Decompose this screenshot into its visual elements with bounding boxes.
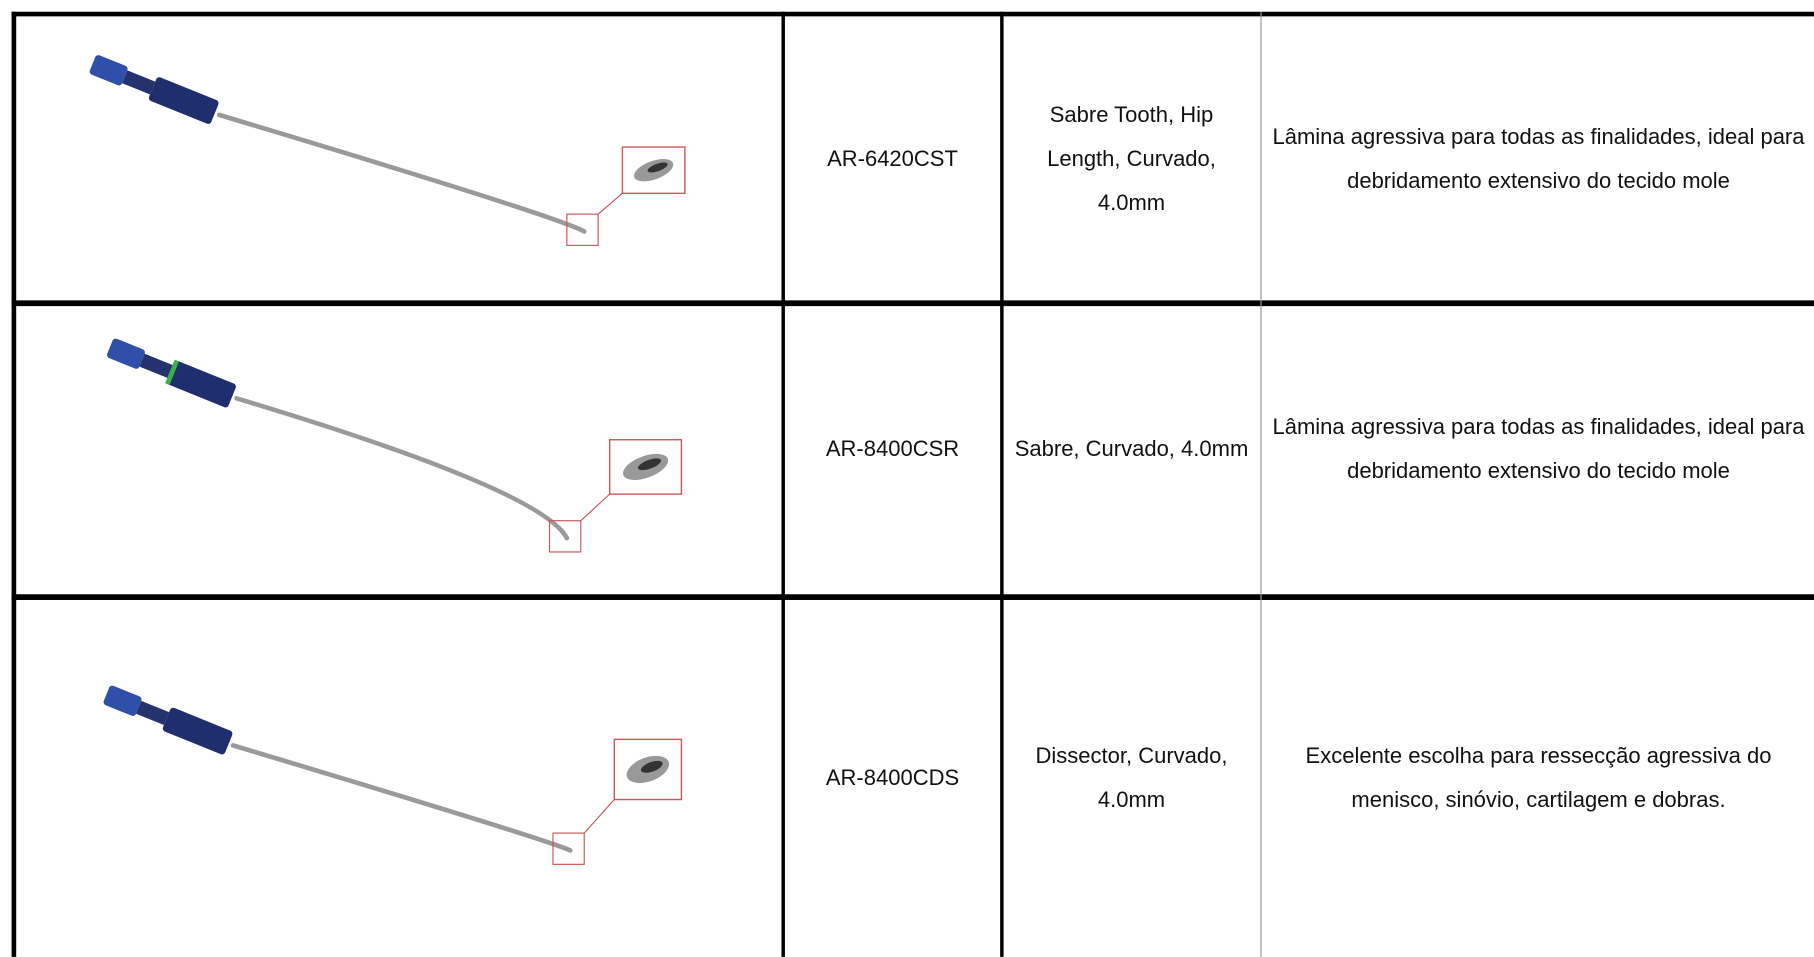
zoom-connector xyxy=(583,799,615,834)
shaft xyxy=(216,112,587,234)
code-cell: AR-8400CSR xyxy=(825,435,960,461)
name-cell: Sabre Tooth, Hip Length, Curvado, 4.0mm xyxy=(1047,101,1216,215)
zoom-connector xyxy=(580,493,611,522)
description-cell: Lâmina agressiva para todas as finalidad… xyxy=(1272,123,1805,193)
zoom-box xyxy=(552,832,585,865)
handle-body xyxy=(148,77,219,124)
inset-box xyxy=(608,439,683,495)
zoom-connector xyxy=(597,192,623,215)
handle-body xyxy=(166,360,236,408)
name-cell: Sabre, Curvado, 4.0mm xyxy=(1014,435,1249,461)
zoom-box xyxy=(566,213,599,246)
handle xyxy=(103,685,233,755)
handle-cap xyxy=(89,55,128,86)
code-cell: AR-6420CST xyxy=(827,145,958,171)
zoom-box xyxy=(548,520,582,553)
code-cell: AR-8400CDS xyxy=(825,764,960,790)
instrument-image xyxy=(89,55,686,246)
instrument-image xyxy=(107,338,683,553)
instrument-image xyxy=(103,685,683,865)
shaft xyxy=(234,396,570,541)
description-cell: Lâmina agressiva para todas as finalidad… xyxy=(1272,413,1805,483)
name-cell: Dissector, Curvado, 4.0mm xyxy=(1035,742,1228,812)
handle-neck xyxy=(122,70,156,95)
handle-cap xyxy=(107,338,145,369)
handle-cap xyxy=(103,685,142,716)
shaft xyxy=(230,743,573,853)
handle xyxy=(89,55,219,124)
handle-neck xyxy=(136,700,170,725)
handle-neck xyxy=(139,353,173,378)
inset-window xyxy=(637,458,662,471)
handle-body xyxy=(162,707,233,755)
description-cell: Excelente escolha para ressecção agressi… xyxy=(1305,742,1772,812)
instruments xyxy=(89,55,686,865)
handle-ring xyxy=(165,359,180,385)
inset-window xyxy=(647,162,668,173)
inset-window xyxy=(640,760,663,773)
handle xyxy=(107,338,236,408)
